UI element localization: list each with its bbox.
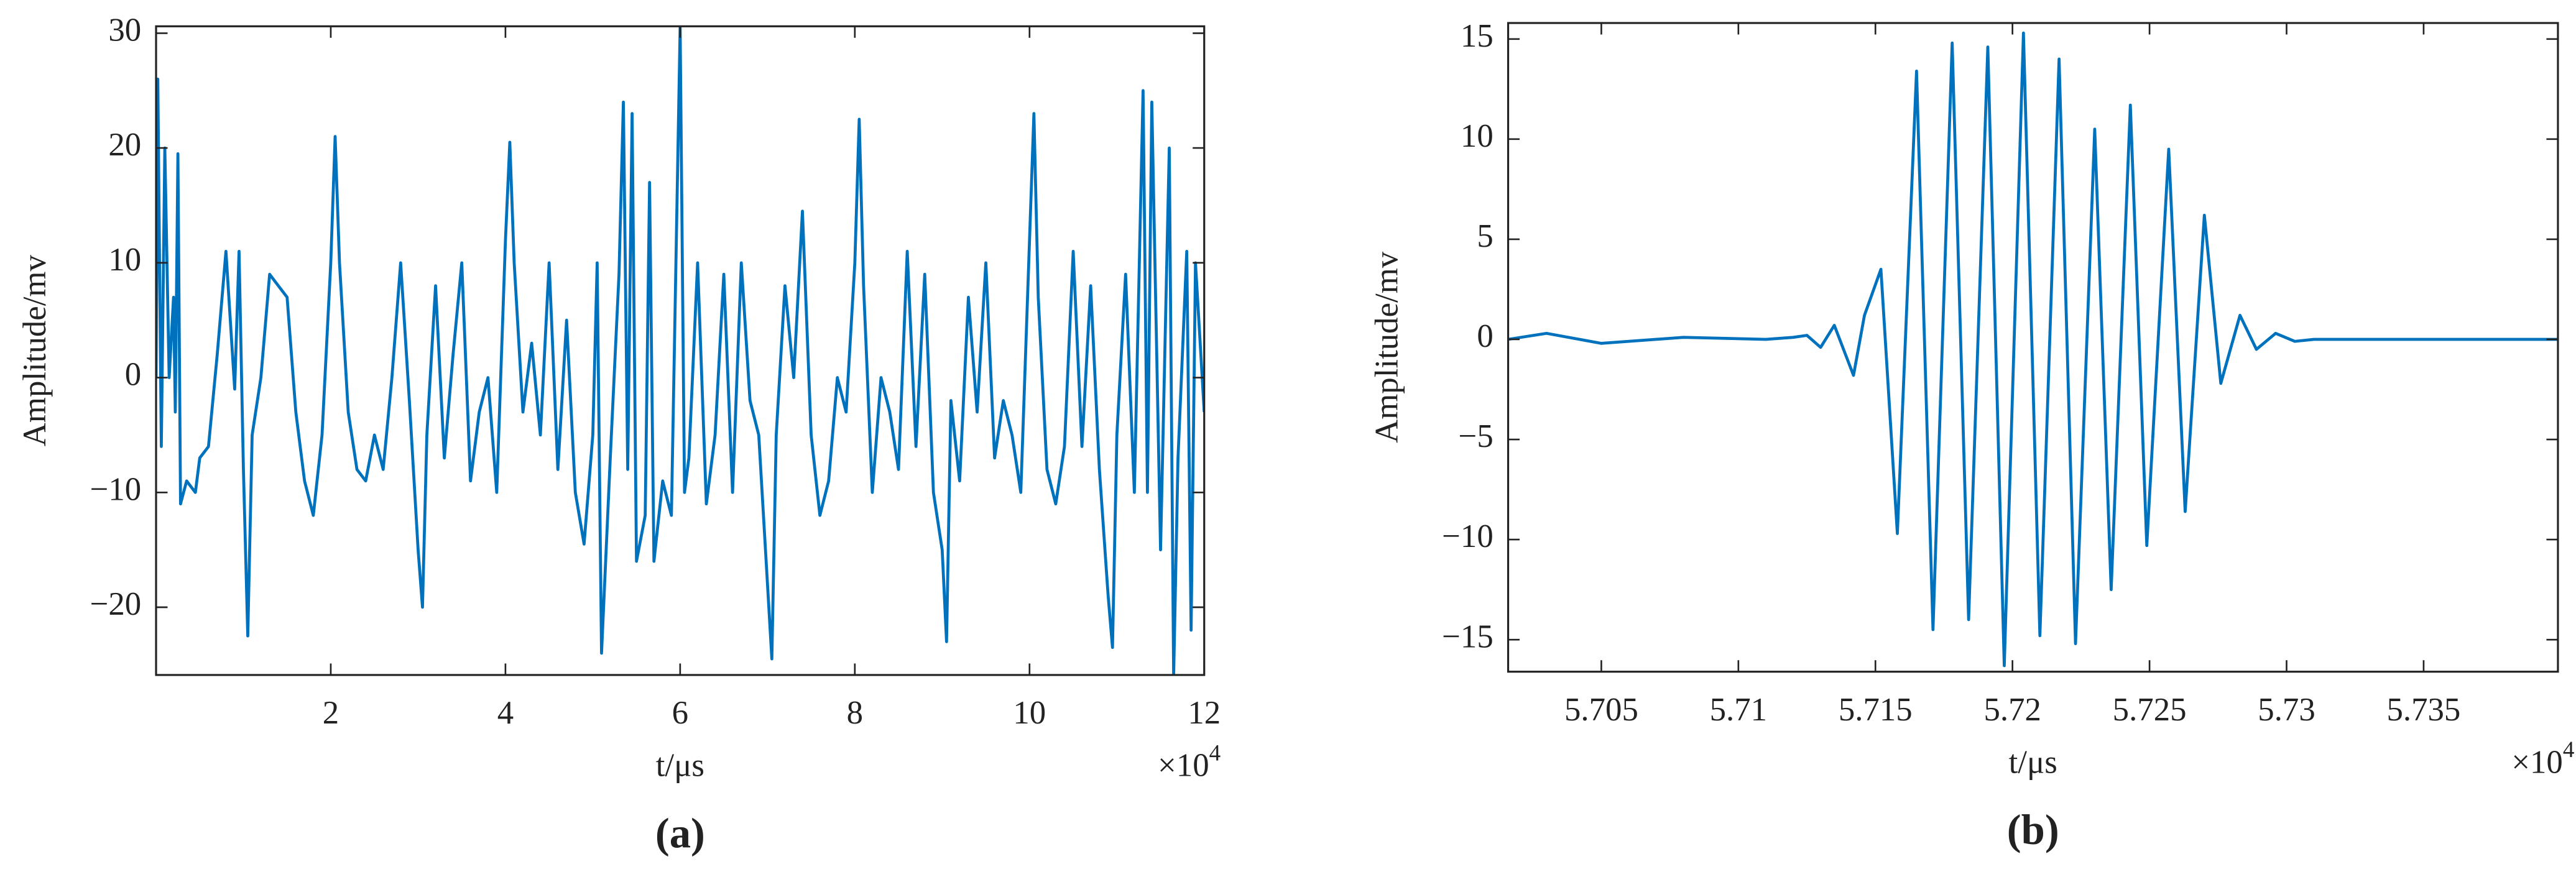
x-multiplier-exponent: 4 <box>2563 738 2575 763</box>
axes-frame <box>1507 22 2559 673</box>
x-multiplier-base: ×10 <box>2511 744 2563 780</box>
x-tick-label: 5.705 <box>1564 692 1638 728</box>
x-tick-label: 12 <box>1188 695 1221 731</box>
y-tick-label: 10 <box>1461 118 1493 154</box>
x-tick-label: 5.735 <box>2386 692 2460 728</box>
signal-line <box>1508 31 2558 668</box>
x-tick-label: 6 <box>672 695 688 731</box>
y-tick-label: −10 <box>90 471 142 507</box>
x-multiplier: ×104 <box>1158 741 1221 784</box>
axes-frame <box>155 25 1206 676</box>
x-tick-label: 4 <box>497 695 514 731</box>
y-tick-label: −10 <box>1442 518 1493 554</box>
panel-caption: (a) <box>655 809 705 856</box>
y-tick-label: −15 <box>1442 618 1493 654</box>
x-tick-label: 10 <box>1013 695 1046 731</box>
x-axis-label: t/μs <box>656 748 704 784</box>
x-multiplier-base: ×10 <box>1158 748 1209 784</box>
x-tick-label: 8 <box>847 695 863 731</box>
panel-caption: (b) <box>2007 806 2059 853</box>
y-tick-label: 0 <box>1477 318 1493 354</box>
y-tick-label: 10 <box>108 242 141 278</box>
x-multiplier: ×104 <box>2511 738 2574 781</box>
x-tick-label: 2 <box>323 695 339 731</box>
y-tick-label: −5 <box>1459 418 1493 454</box>
y-tick-label: 5 <box>1477 218 1493 254</box>
y-tick-label: 0 <box>125 357 141 393</box>
x-tick-label: 5.715 <box>1839 692 1913 728</box>
x-tick-label: 5.73 <box>2258 692 2315 728</box>
x-multiplier-exponent: 4 <box>1209 741 1221 766</box>
x-tick-label: 5.71 <box>1710 692 1767 728</box>
y-axis-label: Amplitude/mv <box>1369 251 1405 443</box>
y-tick-label: 30 <box>108 12 141 48</box>
signal-line <box>156 26 1204 675</box>
y-axis-label: Amplitude/mv <box>17 254 53 446</box>
x-axis-label: t/μs <box>2009 744 2057 780</box>
x-tick-label: 5.72 <box>1983 692 2041 728</box>
y-tick-label: 15 <box>1461 18 1493 54</box>
y-tick-label: 20 <box>108 127 141 163</box>
x-tick-label: 5.725 <box>2113 692 2187 728</box>
y-tick-label: −20 <box>90 586 142 622</box>
